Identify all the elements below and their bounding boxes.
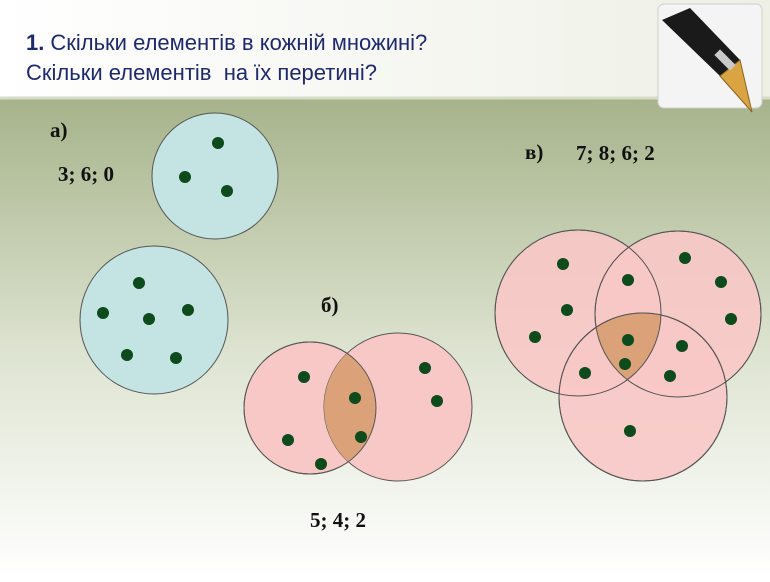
answer: 5; 4; 2: [310, 508, 366, 532]
element: [676, 340, 688, 352]
answer: 3; 6; 0: [58, 162, 114, 186]
element: [355, 431, 367, 443]
answer: 7; 8; 6; 2: [576, 141, 655, 165]
title-line-1: 1. Скільки елементів в кожній множині?: [26, 30, 427, 55]
elements: [529, 252, 737, 437]
element: [679, 252, 691, 264]
set-outline: [243, 341, 377, 475]
element: [212, 137, 224, 149]
element: [664, 370, 676, 382]
element: [170, 352, 182, 364]
element: [97, 307, 109, 319]
set-circle: [151, 112, 279, 240]
pen-icon: [657, 3, 763, 113]
part-label: б): [321, 293, 339, 317]
title-line-2: Скільки елементів на їх перетині?: [26, 60, 377, 85]
element: [298, 371, 310, 383]
set-outline: [558, 312, 728, 482]
element: [349, 392, 361, 404]
element: [179, 171, 191, 183]
element: [557, 258, 569, 270]
element: [221, 185, 233, 197]
set-outline: [494, 229, 662, 397]
elements: [282, 362, 443, 470]
element: [121, 349, 133, 361]
intersection: [324, 342, 376, 474]
element: [579, 367, 591, 379]
title-text: Скільки елементів в кожній множині?: [50, 30, 427, 55]
element: [431, 395, 443, 407]
element: [715, 276, 727, 288]
element: [561, 304, 573, 316]
element: [529, 331, 541, 343]
header-bg: [0, 0, 770, 98]
title-number: 1.: [26, 30, 44, 55]
pen-ring: [714, 49, 736, 71]
element: [419, 362, 431, 374]
set-outline: [594, 230, 762, 398]
element: [725, 313, 737, 325]
element: [182, 304, 194, 316]
element: [282, 434, 294, 446]
element: [622, 334, 634, 346]
element: [143, 313, 155, 325]
elements: [97, 137, 233, 364]
element: [622, 274, 634, 286]
element: [315, 458, 327, 470]
part-label: а): [50, 118, 68, 142]
part-label: в): [525, 140, 543, 164]
element: [624, 425, 636, 437]
element: [619, 358, 631, 370]
element: [133, 277, 145, 289]
